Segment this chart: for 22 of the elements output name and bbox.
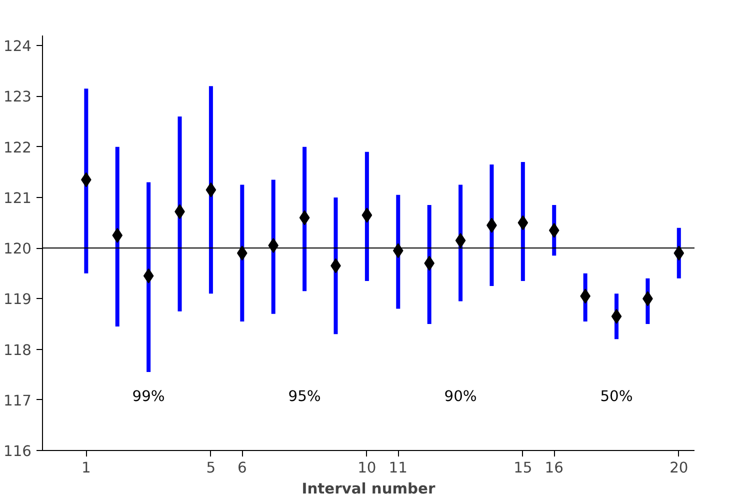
y-tick-label: 119 (4, 291, 32, 308)
annotation: 95% (288, 388, 321, 406)
y-tick-label: 118 (4, 342, 32, 359)
x-axis-title: Interval number (302, 480, 436, 498)
y-tick-label: 122 (4, 139, 32, 156)
x-tick-label: 6 (237, 460, 247, 476)
annotation: 99% (132, 388, 165, 406)
x-tick-label: 5 (206, 460, 216, 476)
annotation: 50% (600, 388, 633, 406)
y-tick-label: 123 (4, 88, 32, 106)
y-tick-label: 117 (4, 392, 32, 410)
x-tick-label: 11 (388, 460, 408, 476)
y-tick-label: 116 (4, 443, 32, 460)
x-tick-label: 20 (670, 460, 688, 476)
annotation: 90% (444, 388, 477, 406)
x-tick-label: 1 (82, 460, 91, 476)
y-tick-label: 124 (4, 38, 32, 56)
x-tick-label: 10 (358, 460, 376, 476)
y-tick-label: 121 (4, 190, 32, 207)
x-tick-label: 16 (544, 460, 564, 476)
y-tick-label: 120 (4, 240, 32, 258)
x-tick-label: 15 (514, 460, 532, 476)
